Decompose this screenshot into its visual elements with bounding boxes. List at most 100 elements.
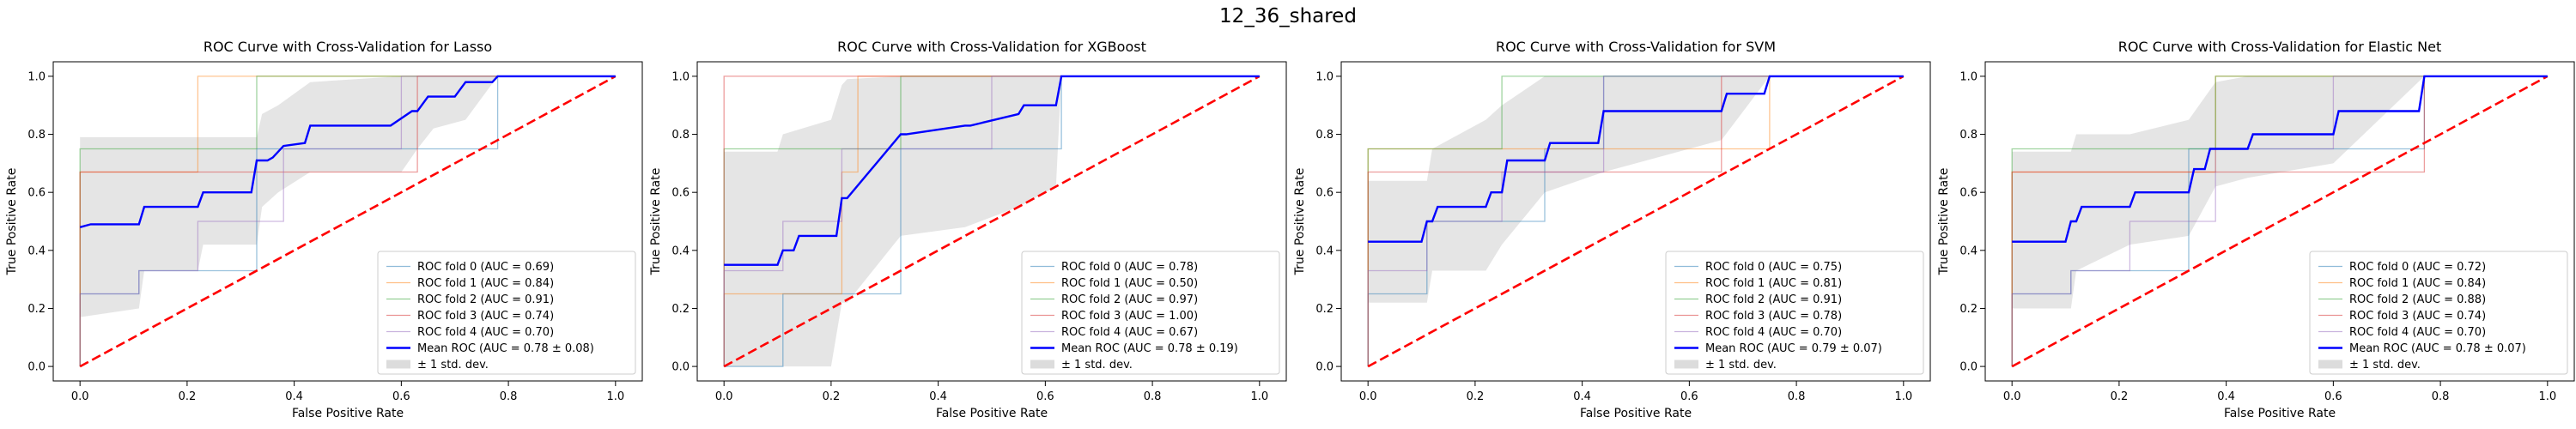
y-tick-label: 0.2 [671,303,690,316]
y-tick-label: 0.4 [27,245,46,257]
y-tick-label: 0.8 [1315,129,1334,142]
legend-entry: ± 1 std. dev. [1061,359,1133,372]
x-tick-label: 1.0 [1250,390,1268,403]
x-tick-label: 0.4 [929,390,947,403]
y-tick-label: 0.2 [1315,303,1334,316]
roc-fold-4-line [723,76,1260,367]
y-tick-label: 0.4 [1315,245,1334,257]
y-tick-label: 0.6 [671,187,690,200]
chance-line [723,75,1261,368]
y-tick-label: 0.8 [27,129,46,142]
legend-entry: ± 1 std. dev. [1705,359,1777,372]
mean-roc-line [79,75,616,228]
y-tick-label: 0.2 [27,303,46,316]
legend-entry: Mean ROC (AUC = 0.78 ± 0.19) [1061,342,1238,355]
y-tick-label: 0.2 [1959,303,1978,316]
mean-roc-line [2012,75,2548,243]
legend: ROC fold 0 (AUC = 0.69) ROC fold 1 (AUC =… [377,251,636,375]
legend-entry: ROC fold 2 (AUC = 0.91) [417,293,554,306]
legend-swatch-std-dev [386,360,410,369]
roc-fold-1-line [2011,76,2548,367]
legend-entry: ROC fold 0 (AUC = 0.78) [1061,261,1198,274]
legend-entry: Mean ROC (AUC = 0.78 ± 0.07) [2349,342,2526,355]
panel-title: ROC Curve with Cross-Validation for Elas… [2118,39,2442,55]
std-dev-band [80,76,616,317]
legend: ROC fold 0 (AUC = 0.72) ROC fold 1 (AUC =… [2309,251,2568,375]
y-tick-label: 0.0 [1959,361,1978,374]
legend-frame [1021,251,1280,375]
panel-title: ROC Curve with Cross-Validation for SVM [1496,39,1776,55]
mean-roc-line [724,75,1260,266]
legend-entry: ROC fold 1 (AUC = 0.81) [1705,277,1842,290]
legend-entry: ± 1 std. dev. [2349,359,2421,372]
x-tick-label: 0.2 [2111,390,2129,403]
legend: ROC fold 0 (AUC = 0.78) ROC fold 1 (AUC =… [1021,251,1280,375]
legend-entry: ROC fold 0 (AUC = 0.75) [1705,261,1842,274]
y-tick-label: 0.8 [1959,129,1978,142]
chance-line [2011,75,2549,368]
legend-entry: ROC fold 2 (AUC = 0.91) [1705,293,1842,306]
legend-entry: ROC fold 0 (AUC = 0.69) [417,261,554,274]
roc-fold-3-line [79,76,616,367]
roc-fold-4-line [79,76,616,367]
y-axis-label: True Positive Rate [5,168,19,276]
x-tick-label: 1.0 [2538,390,2556,403]
y-tick-label: 0.6 [1959,187,1978,200]
legend-frame [2309,251,2568,375]
x-axis-label: False Positive Rate [1580,407,1692,420]
x-tick-label: 0.4 [1573,390,1591,403]
roc-fold-0-line [1367,76,1904,367]
std-dev-band [1368,76,1904,303]
legend-entry: ROC fold 3 (AUC = 0.74) [417,310,554,323]
y-tick-label: 0.8 [671,129,690,142]
y-tick-label: 0.4 [1959,245,1978,257]
x-tick-label: 0.8 [1144,390,1162,403]
std-dev-band [2012,76,2548,309]
legend-entry: ROC fold 4 (AUC = 0.70) [417,326,554,339]
x-axis-label: False Positive Rate [936,407,1048,420]
legend-swatch-std-dev [1674,360,1698,369]
roc-panel-4: 0.0 0.2 0.4 0.6 0.8 1.0 0.0 0.2 0.4 0.6 0.8 1.0 ROC … [1937,39,2575,420]
y-tick-label: 0.0 [1315,361,1334,374]
legend-entry: ROC fold 1 (AUC = 0.84) [417,277,554,290]
chance-line [1367,75,1905,368]
x-tick-label: 0.0 [2003,390,2021,403]
legend-entry: ROC fold 3 (AUC = 0.78) [1705,310,1842,323]
axes-frame [52,61,643,382]
figure-title: 12_36_shared [1219,5,1357,27]
y-tick-label: 1.0 [671,70,690,83]
y-tick-label: 1.0 [27,70,46,83]
roc-fold-2-line [1367,76,1904,367]
x-tick-label: 0.8 [500,390,518,403]
x-tick-label: 0.0 [71,390,89,403]
y-axis-label: True Positive Rate [1937,168,1951,276]
x-tick-label: 0.6 [2324,390,2342,403]
y-tick-label: 0.0 [27,361,46,374]
roc-panel-2: 0.0 0.2 0.4 0.6 0.8 1.0 0.0 0.2 0.4 0.6 0.8 1.0 ROC … [649,39,1287,420]
roc-fold-1-line [79,76,616,367]
x-tick-label: 0.6 [392,390,410,403]
x-tick-label: 0.8 [1788,390,1806,403]
x-tick-label: 0.0 [1359,390,1377,403]
roc-fold-0-line [724,76,1260,367]
legend-frame [377,251,636,375]
legend: ROC fold 0 (AUC = 0.75) ROC fold 1 (AUC =… [1665,251,1924,375]
panel-title: ROC Curve with Cross-Validation for XGBo… [837,39,1146,55]
legend-entry: Mean ROC (AUC = 0.78 ± 0.08) [417,342,594,355]
legend-entry: ROC fold 3 (AUC = 1.00) [1061,310,1198,323]
roc-fold-2-line [723,76,1260,367]
legend-entry: ROC fold 4 (AUC = 0.67) [1061,326,1198,339]
roc-panel-1: 0.0 0.2 0.4 0.6 0.8 1.0 0.0 0.2 0.4 0.6 0.8 1.0 ROC … [5,39,643,420]
panel-title: ROC Curve with Cross-Validation for Lass… [204,39,492,55]
roc-fold-1-line [723,76,1260,367]
y-tick-label: 0.6 [27,187,46,200]
y-tick-label: 0.4 [671,245,690,257]
x-tick-label: 0.8 [2432,390,2450,403]
x-tick-label: 0.0 [715,390,733,403]
legend-swatch-std-dev [2318,360,2342,369]
chance-line [79,75,617,368]
y-tick-label: 1.0 [1315,70,1334,83]
x-tick-label: 1.0 [606,390,624,403]
y-axis-label: True Positive Rate [1293,168,1307,276]
legend-entry: ROC fold 2 (AUC = 0.97) [1061,293,1198,306]
